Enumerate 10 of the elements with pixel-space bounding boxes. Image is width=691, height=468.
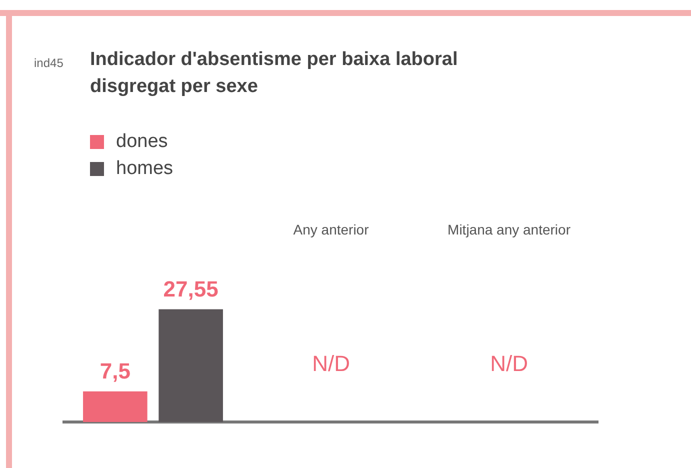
data-label: 27,55 <box>163 276 218 302</box>
x-tick-label: Any anterior <box>293 221 370 238</box>
text: ind45 <box>34 56 64 70</box>
legend-label: homes <box>116 158 174 180</box>
chart-title: Indicador d'absentisme per baixa laboral disgregat per sexe <box>90 48 459 99</box>
annotation: N/D <box>490 350 528 376</box>
legend-label: dones <box>116 130 168 152</box>
data-label: 7,5 <box>100 358 130 384</box>
x-tick-label: Mitjana any anterior <box>448 221 571 238</box>
annotation: N/D <box>312 350 350 376</box>
